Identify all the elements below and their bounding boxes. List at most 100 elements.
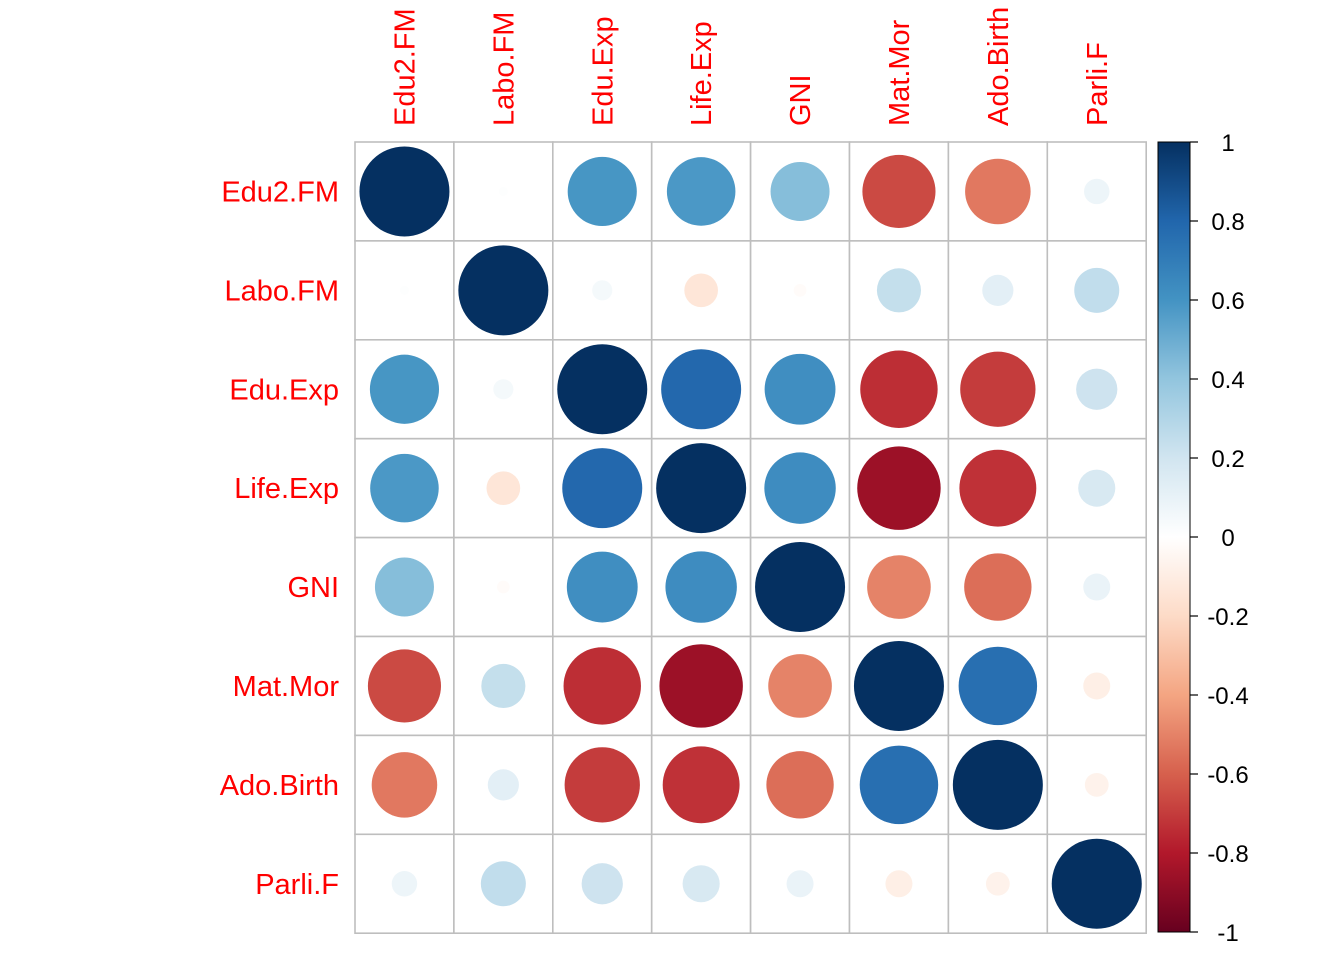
correlation-circle-Mat.Mor-Labo.FM: [481, 663, 526, 708]
correlation-circle-Mat.Mor-Life.Exp: [659, 644, 743, 728]
correlation-circle-Life.Exp-Parli.F: [1078, 469, 1116, 507]
matrix-cell: [1046, 141, 1148, 242]
row-label: Parli.F: [255, 869, 339, 901]
correlation-circle-Edu.Exp-Edu.Exp: [557, 344, 648, 435]
correlation-circle-Ado.Birth-Life.Exp: [662, 746, 740, 824]
correlation-circle-GNI-Ado.Birth: [964, 553, 1032, 621]
correlation-circle-Edu.Exp-Labo.FM: [493, 379, 514, 400]
correlation-circle-Life.Exp-Edu.Exp: [562, 448, 643, 529]
row-label: Mat.Mor: [233, 671, 340, 703]
row-label: Edu2.FM: [221, 176, 339, 208]
correlation-circle-Life.Exp-Ado.Birth: [959, 449, 1037, 527]
row-label: GNI: [287, 572, 339, 604]
correlation-circle-GNI-Life.Exp: [665, 551, 737, 623]
correlation-circle-Mat.Mor-Parli.F: [1083, 672, 1111, 700]
correlation-circle-Ado.Birth-Edu.Exp: [564, 747, 640, 823]
column-label: Parli.F: [1082, 42, 1114, 126]
correlation-circle-Life.Exp-Edu2.FM: [370, 453, 439, 523]
correlation-circle-Labo.FM-Life.Exp: [684, 273, 718, 308]
correlation-circle-Edu.Exp-Life.Exp: [661, 349, 742, 430]
correlation-circle-GNI-Edu2.FM: [374, 557, 434, 617]
correlation-circle-Mat.Mor-GNI: [768, 654, 832, 718]
color-legend-bar: [1157, 141, 1191, 933]
correlation-circle-Parli.F-Mat.Mor: [885, 870, 913, 898]
correlation-circle-Labo.FM-Ado.Birth: [982, 274, 1014, 306]
legend-tick-label: 0.4: [1211, 367, 1244, 394]
correlation-circle-GNI-Labo.FM: [496, 580, 510, 594]
correlation-circle-Ado.Birth-Edu2.FM: [371, 752, 438, 818]
correlation-circle-Ado.Birth-Labo.FM: [487, 769, 519, 801]
correlation-circle-Ado.Birth-Parli.F: [1084, 772, 1109, 797]
correlation-circle-Parli.F-GNI: [786, 870, 814, 898]
correlation-circle-Edu2.FM-Labo.FM: [498, 186, 508, 196]
correlation-circle-Parli.F-Parli.F: [1051, 838, 1142, 929]
column-labels: Edu2.FM Labo.FM Edu.Exp Life.Exp GNI Mat.Mor A…: [389, 7, 1113, 126]
correlation-circle-Edu.Exp-Ado.Birth: [960, 351, 1036, 427]
correlation-circle-Labo.FM-GNI: [793, 283, 807, 297]
row-label: Ado.Birth: [220, 770, 339, 802]
row-label: Edu.Exp: [229, 374, 339, 406]
correlation-circle-Parli.F-Life.Exp: [682, 865, 720, 903]
legend-tick-label: -0.2: [1207, 604, 1248, 631]
correlation-circle-Ado.Birth-GNI: [766, 751, 834, 819]
correlation-circle-Life.Exp-GNI: [764, 452, 836, 524]
correlation-circle-Edu2.FM-Life.Exp: [666, 157, 736, 226]
correlation-circle-Edu.Exp-GNI: [764, 353, 836, 425]
legend-tick-label: 0.8: [1211, 209, 1244, 236]
correlation-circle-Life.Exp-Mat.Mor: [857, 446, 941, 530]
correlation-circle-Parli.F-Ado.Birth: [985, 871, 1010, 896]
correlation-circle-Mat.Mor-Mat.Mor: [853, 640, 944, 731]
correlation-circle-Mat.Mor-Edu.Exp: [563, 647, 641, 725]
correlation-circle-GNI-Parli.F: [1083, 573, 1111, 601]
correlation-circle-GNI-Edu.Exp: [566, 551, 638, 623]
legend-tick-label: 0: [1221, 525, 1234, 552]
column-label: Edu2.FM: [389, 8, 421, 126]
color-legend: 1 0.8 0.6 0.4 0.2 0 -0.2 -0.4 -0.6 -0.8 -1: [1157, 130, 1249, 947]
correlation-circle-Parli.F-Labo.FM: [480, 861, 526, 907]
correlation-circle-Ado.Birth-Mat.Mor: [859, 745, 939, 825]
correlation-circle-Labo.FM-Edu.Exp: [592, 280, 613, 301]
row-label: Life.Exp: [234, 473, 339, 505]
row-labels: Edu2.FM Labo.FM Edu.Exp Life.Exp GNI Mat.Mor A…: [220, 176, 340, 900]
column-label: Edu.Exp: [587, 16, 619, 126]
column-label: Life.Exp: [686, 21, 718, 126]
legend-tick-label: -0.4: [1207, 683, 1248, 710]
correlation-circle-Labo.FM-Labo.FM: [458, 245, 549, 336]
correlation-circle-Parli.F-Edu.Exp: [581, 863, 623, 905]
legend-tick-label: -1: [1217, 920, 1238, 947]
correlation-circles: [359, 146, 1142, 929]
correlation-circle-GNI-Mat.Mor: [867, 555, 931, 619]
correlation-circle-Edu2.FM-Parli.F: [1084, 178, 1110, 205]
column-label: Mat.Mor: [884, 19, 916, 126]
correlation-circle-Edu.Exp-Edu2.FM: [369, 354, 440, 424]
correlation-circle-Labo.FM-Edu2.FM: [399, 285, 409, 295]
legend-tick-label: -0.8: [1207, 841, 1248, 868]
column-label: Labo.FM: [488, 12, 520, 126]
legend-tick-label: 1: [1221, 130, 1234, 157]
correlation-circle-Mat.Mor-Ado.Birth: [958, 646, 1038, 726]
legend-tick-label: 0.6: [1211, 288, 1244, 315]
correlation-circle-Edu2.FM-Mat.Mor: [862, 154, 936, 229]
correlation-circle-Edu2.FM-Edu2.FM: [359, 146, 450, 237]
legend-tick-label: -0.6: [1207, 762, 1248, 789]
correlation-circle-Edu2.FM-GNI: [770, 161, 830, 221]
correlation-circle-Life.Exp-Life.Exp: [656, 443, 747, 534]
correlation-circle-Edu2.FM-Ado.Birth: [965, 158, 1031, 225]
correlation-circle-Mat.Mor-Edu2.FM: [367, 649, 442, 723]
column-label: GNI: [785, 74, 817, 126]
correlation-circle-Life.Exp-Labo.FM: [486, 471, 521, 505]
correlation-circle-Labo.FM-Mat.Mor: [876, 268, 921, 313]
correlation-circle-Parli.F-Edu2.FM: [391, 871, 418, 897]
row-label: Labo.FM: [225, 275, 339, 307]
correlation-circle-Edu2.FM-Edu.Exp: [567, 156, 637, 227]
legend-tick-label: 0.2: [1211, 446, 1244, 473]
correlation-circle-Labo.FM-Parli.F: [1074, 267, 1120, 313]
column-label: Ado.Birth: [983, 7, 1015, 126]
correlation-circle-GNI-GNI: [755, 542, 846, 633]
correlation-circle-Edu.Exp-Parli.F: [1076, 368, 1118, 410]
correlation-circle-Ado.Birth-Ado.Birth: [952, 739, 1043, 830]
matrix-cell: [848, 240, 950, 341]
correlation-circle-Edu.Exp-Mat.Mor: [860, 350, 938, 428]
